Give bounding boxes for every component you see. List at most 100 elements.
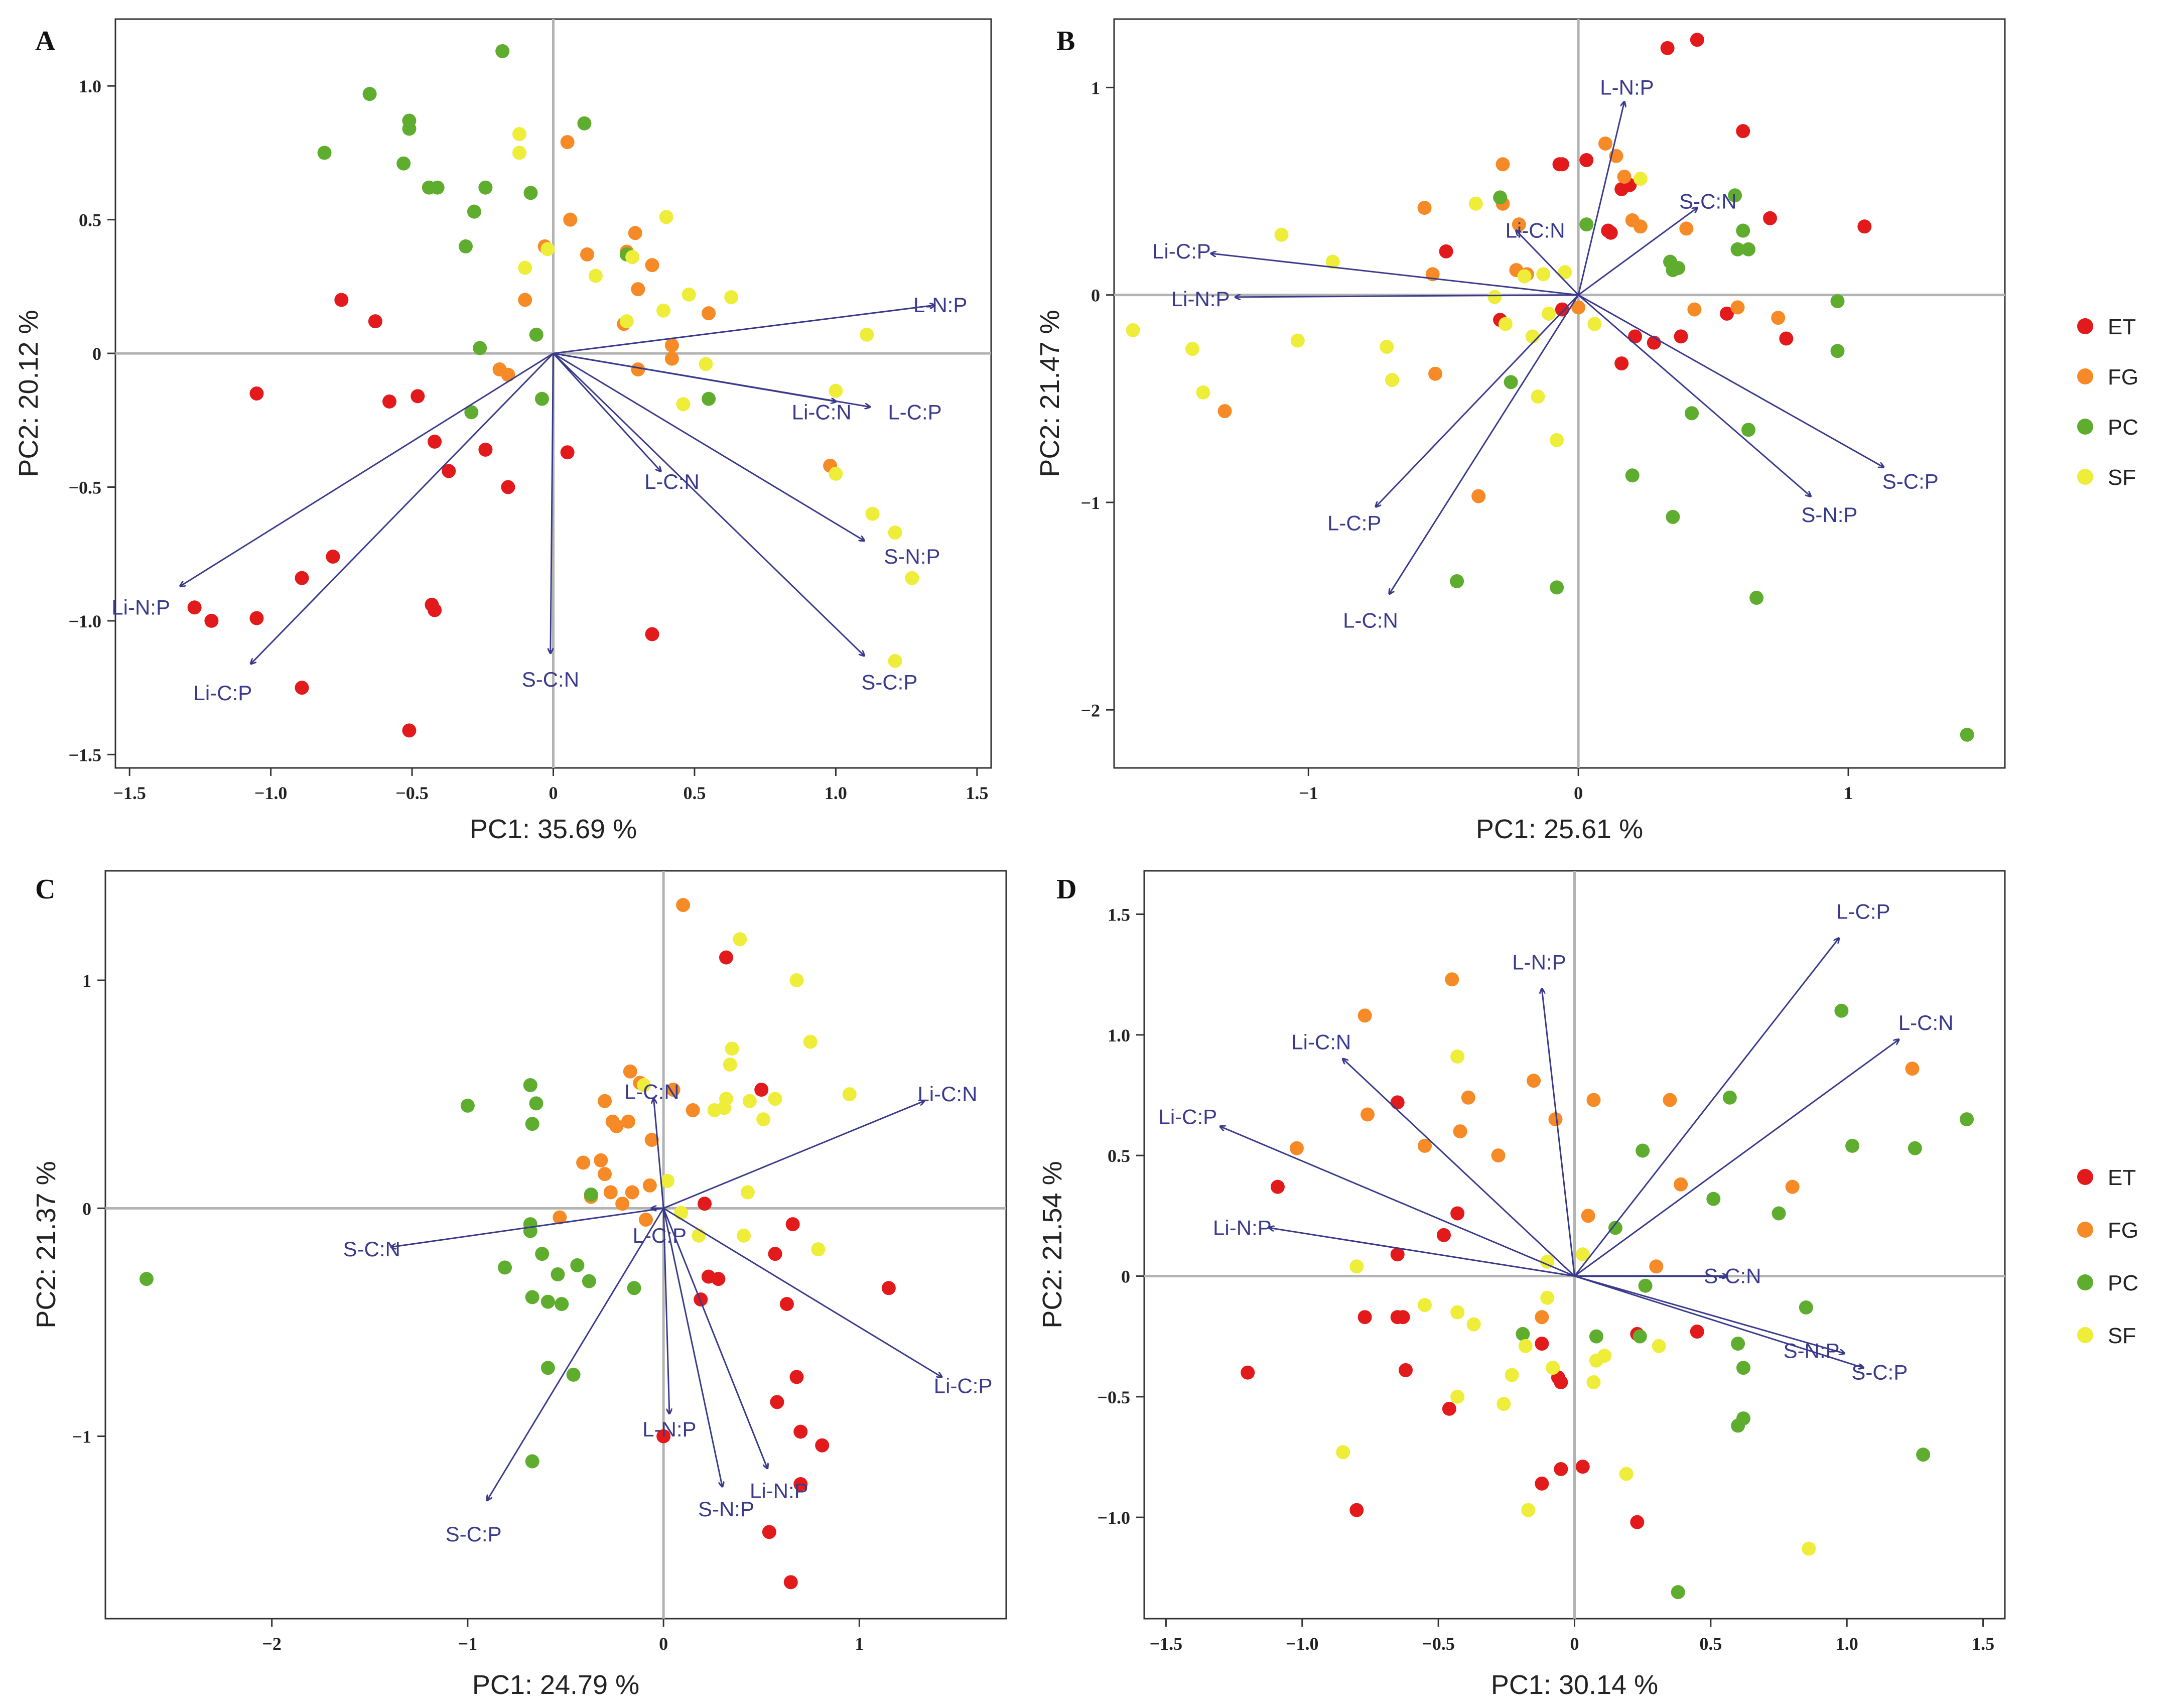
panel-c-arrow-li-n-p	[662, 1208, 767, 1468]
panel-d-point-et	[1554, 1462, 1568, 1476]
panel-a-point-et	[249, 611, 264, 625]
panel-b-arrow-label-li-c-p: Li-C:P	[1152, 239, 1211, 263]
panel-c-point-sf	[756, 1112, 771, 1127]
panel-a-point-et	[442, 464, 456, 478]
legend-label-fg: FG	[2108, 1218, 2138, 1243]
panel-d-arrow-li-c-n	[1343, 1059, 1575, 1277]
panel-b-point-sf	[1196, 385, 1210, 400]
panel-a-point-pc	[467, 204, 481, 219]
panel-d-point-et	[1357, 1310, 1372, 1325]
panel-a-point-et	[382, 394, 397, 409]
panel-a-point-pc	[702, 391, 716, 406]
panel-d-arrow-label-s-c-n: S-C:N	[1704, 1264, 1761, 1287]
panel-a-point-et	[204, 613, 219, 628]
legend-swatch-et	[2077, 1169, 2093, 1185]
panel-a-point-et	[645, 627, 659, 641]
panel-b-point-sf	[1468, 196, 1483, 211]
panel-b-arrow-l-c-n	[1390, 294, 1579, 594]
panel-a-y-axis-label: PC2: 20.12 %	[14, 310, 44, 477]
panel-d-point-fg	[1527, 1074, 1541, 1088]
panel-c-point-pc	[582, 1274, 596, 1288]
panel-b-point-pc	[1671, 260, 1686, 275]
panel-a-arrow-s-c-n	[551, 353, 554, 653]
panel-c-point-pc	[584, 1188, 598, 1202]
panel-b-arrow-label-s-c-p: S-C:P	[1882, 470, 1939, 493]
panel-a-arrow-label-s-c-p: S-C:P	[861, 670, 917, 694]
panel-d-point-fg	[1453, 1124, 1467, 1139]
panel-a-point-pc	[523, 186, 538, 200]
panel-d-point-et	[1390, 1247, 1405, 1262]
panel-d-point-sf	[1546, 1361, 1560, 1375]
panel-a-point-fg	[518, 293, 532, 307]
panel-c-point-pc	[555, 1297, 569, 1311]
panel-a-point-et	[411, 389, 425, 404]
panel-a-point-fg	[645, 258, 659, 273]
panel-b-point-sf	[1274, 227, 1289, 242]
panel-a-point-pc	[402, 121, 417, 136]
panel-c-arrow-s-n-p	[662, 1208, 722, 1486]
panel-b-y-tick-label: −2	[1080, 700, 1100, 720]
panel-c-point-et	[762, 1525, 776, 1539]
panel-a-point-fg	[631, 362, 645, 377]
panel-a-point-sf	[625, 250, 640, 265]
panel-c-y-axis-label: PC2: 21.37 %	[31, 1161, 61, 1328]
panel-d-point-et	[1630, 1515, 1645, 1529]
legend-label-pc: PC	[2108, 415, 2138, 440]
panel-a-arrow-l-c-n	[553, 353, 661, 471]
panel-c-y-tick-label: 1	[82, 971, 91, 991]
panel-b-point-pc	[1504, 375, 1518, 389]
panel-d-point-pc	[1589, 1329, 1603, 1344]
panel-a-point-pc	[534, 391, 549, 406]
panel-c-x-axis-label: PC1: 24.79 %	[472, 1670, 639, 1700]
panel-d-x-tick-label: −0.5	[1422, 1634, 1455, 1654]
panel-a-point-sf	[676, 397, 691, 412]
panel-d-point-sf	[1450, 1049, 1465, 1064]
panel-b-arrow-s-n-p	[1578, 294, 1811, 496]
panel-a-point-sf	[682, 287, 696, 302]
panel-b-point-sf	[1290, 333, 1305, 348]
legend-swatch-pc	[2077, 1274, 2093, 1290]
panel-b-point-et	[1555, 302, 1569, 317]
panel-d-point-fg	[1445, 972, 1459, 987]
panel-d-arrow-li-n-p	[1270, 1228, 1575, 1277]
panel-a-point-pc	[317, 146, 332, 160]
panel-a-point-et	[402, 723, 417, 738]
legend-swatch-sf	[2077, 1327, 2093, 1343]
panel-b-point-sf	[1541, 306, 1556, 321]
panel-d-y-tick-label: 0.5	[1108, 1146, 1130, 1166]
panel-d-arrow-li-c-p	[1220, 1126, 1575, 1277]
panel-b-arrow-l-c-p	[1376, 294, 1579, 507]
panel-a-arrow-s-n-p	[553, 352, 864, 541]
panel-d-point-fg	[1461, 1090, 1475, 1105]
panel-d-point-sf	[1540, 1254, 1555, 1269]
panel-c-point-fg	[598, 1094, 612, 1108]
panel-c-point-fg	[676, 898, 691, 912]
panel-d-point-pc	[1638, 1278, 1653, 1293]
panel-a-point-fg	[664, 351, 679, 366]
panel-d-point-et	[1535, 1476, 1549, 1491]
panel-b-point-sf	[1525, 329, 1540, 344]
panel-d-point-pc	[1799, 1300, 1813, 1315]
panel-c-point-et	[815, 1438, 830, 1453]
panel-a-x-axis-label: PC1: 35.69 %	[470, 814, 637, 844]
panel-b-point-fg	[1687, 302, 1702, 317]
panel-c-point-pc	[535, 1247, 550, 1261]
panel-c-point-fg	[625, 1185, 639, 1200]
panel-b-arrow-li-c-n	[1516, 231, 1579, 296]
panel-b-point-pc	[1625, 468, 1640, 483]
panel-d-point-sf	[1518, 1339, 1533, 1353]
panel-a-point-et	[334, 293, 349, 307]
panel-c-point-sf	[737, 1228, 751, 1243]
panel-c-point-sf	[660, 1173, 674, 1188]
panel-b-y-tick-label: 0	[1091, 286, 1100, 306]
panel-d-point-fg	[1674, 1177, 1688, 1192]
panel-d-point-et	[1270, 1179, 1285, 1194]
panel-c-point-pc	[498, 1260, 512, 1275]
panel-d-point-fg	[1586, 1093, 1601, 1107]
panel-a-arrow-label-l-n-p: L-N:P	[913, 293, 967, 317]
panel-d-point-sf	[1652, 1339, 1666, 1353]
panel-c-point-pc	[460, 1098, 475, 1113]
panel-d-arrow-s-c-p	[1574, 1275, 1863, 1368]
panel-a-point-et	[560, 445, 575, 460]
panel-d-arrow-l-n-p	[1542, 989, 1575, 1276]
